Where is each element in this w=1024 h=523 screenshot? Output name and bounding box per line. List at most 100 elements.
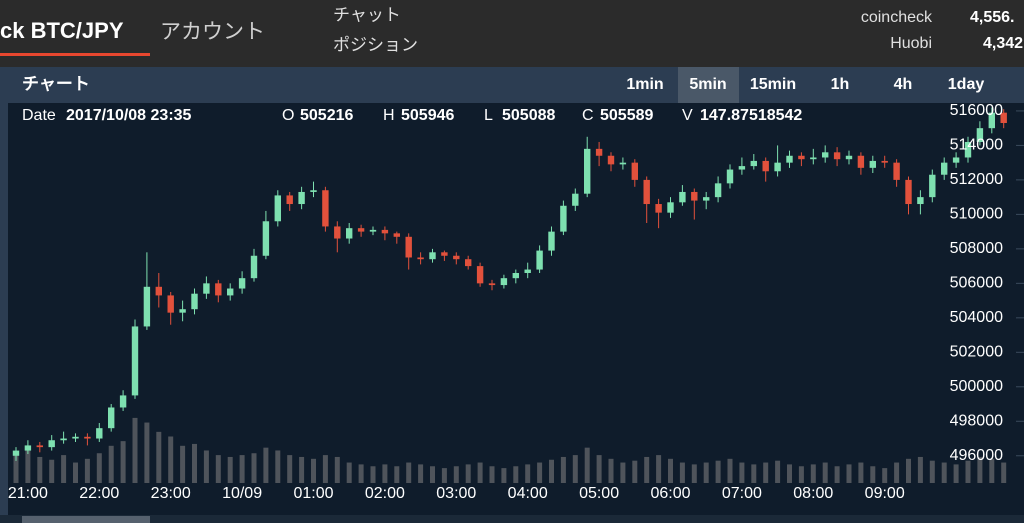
candle-body — [941, 162, 948, 175]
timeframe-button[interactable]: 1day — [948, 76, 985, 93]
y-tick-label: 508000 — [950, 240, 1003, 257]
timeframe-button[interactable]: 4h — [894, 76, 913, 93]
candle-body — [286, 195, 293, 205]
volume-bar — [370, 466, 376, 483]
volume-bar — [334, 456, 340, 483]
x-tick-label: 05:00 — [579, 485, 619, 502]
brand[interactable]: ck BTC/JPY — [0, 18, 124, 43]
chart-area — [8, 103, 1024, 515]
timeframe-button[interactable]: 1h — [831, 76, 850, 93]
volume-bar — [906, 458, 911, 483]
volume-bar — [989, 458, 995, 483]
candle-body — [36, 445, 43, 448]
timeframe-button[interactable]: 1min — [626, 76, 663, 93]
volume-bar — [25, 450, 31, 483]
candle-body — [524, 269, 531, 273]
volume-bar — [418, 464, 424, 483]
volume-bar — [608, 458, 614, 483]
candle-body — [976, 128, 984, 142]
candle-body — [714, 183, 722, 198]
volume-bar — [108, 445, 114, 483]
volume-bar — [846, 464, 852, 483]
volume-bar — [929, 460, 935, 483]
volume-bar — [560, 456, 566, 483]
volume-bar — [430, 466, 435, 483]
field-label: H — [383, 107, 395, 124]
candle-body — [774, 162, 781, 172]
candle-body — [536, 250, 543, 270]
field-label: C — [582, 107, 594, 124]
candle-body — [429, 252, 436, 260]
y-tick-label: 510000 — [950, 206, 1003, 223]
scroll-thumb[interactable] — [22, 516, 150, 523]
candle-body — [512, 273, 519, 279]
candle-body — [179, 309, 186, 313]
candle-body — [274, 195, 281, 222]
candle-body — [595, 148, 603, 156]
candle-body — [131, 326, 139, 396]
active-underline — [0, 53, 150, 56]
volume-bar — [953, 464, 959, 483]
x-tick-label: 04:00 — [508, 485, 548, 502]
volume-bar — [37, 456, 43, 483]
y-tick-label: 506000 — [950, 275, 1003, 292]
volume-bar — [739, 462, 745, 483]
volume-bar — [441, 468, 447, 483]
menu-link[interactable]: ポジション — [333, 35, 418, 54]
candle-body — [167, 295, 174, 313]
scrollbar[interactable] — [0, 515, 1024, 523]
candle-body — [143, 286, 151, 327]
volume-bar — [798, 466, 804, 483]
nav-link[interactable]: アカウント — [160, 21, 265, 44]
volume-bar — [763, 462, 769, 483]
volume-bar — [596, 455, 602, 483]
timeframe-button[interactable]: 5min — [689, 76, 726, 93]
volume-bar — [632, 460, 638, 483]
y-tick-label: 496000 — [950, 447, 1003, 464]
timeframe-button[interactable]: 15min — [750, 76, 796, 93]
candle-body — [643, 179, 650, 205]
candle-body — [560, 205, 567, 232]
candle-body — [750, 160, 757, 167]
candle-body — [869, 160, 876, 168]
candle-body — [988, 112, 995, 129]
candle-body — [381, 229, 389, 234]
menu-link[interactable]: チャット — [333, 5, 401, 24]
volume-bar — [311, 458, 316, 483]
volume-bar — [299, 456, 305, 483]
volume-bar — [584, 447, 590, 483]
y-tick-label: 512000 — [950, 171, 1003, 188]
volume-bar — [120, 441, 126, 483]
volume-bar — [49, 459, 55, 483]
candle-body — [334, 226, 341, 239]
volume-bar — [13, 455, 19, 483]
field-value: 505946 — [401, 107, 454, 124]
candle-body — [488, 283, 496, 286]
volume-bar — [144, 422, 150, 483]
volume-bar — [822, 462, 828, 483]
candle-body — [24, 445, 32, 451]
candle-body — [417, 257, 424, 260]
candle-body — [369, 229, 377, 232]
volume-bar — [727, 458, 733, 483]
candle-body — [619, 162, 627, 165]
y-tick-label: 516000 — [950, 102, 1003, 119]
volume-bar — [977, 456, 983, 483]
candle-body — [393, 233, 400, 237]
candle-body — [810, 157, 817, 160]
exchange-price: 4,342 — [983, 35, 1023, 52]
volume-bar — [894, 462, 900, 483]
candle-body — [48, 440, 55, 448]
field-label: L — [484, 107, 493, 124]
volume-bar — [96, 453, 102, 483]
candle-body — [667, 202, 674, 213]
field-value: 505216 — [300, 107, 353, 124]
candle-body — [929, 174, 936, 198]
x-tick-label: 23:00 — [151, 485, 191, 502]
candle-body — [845, 155, 853, 160]
volume-bar — [203, 450, 209, 483]
volume-bar — [263, 447, 269, 483]
timeframe-group: 1min 5min 15min 1h 4h 1day — [626, 67, 984, 103]
plot — [12, 107, 1007, 483]
